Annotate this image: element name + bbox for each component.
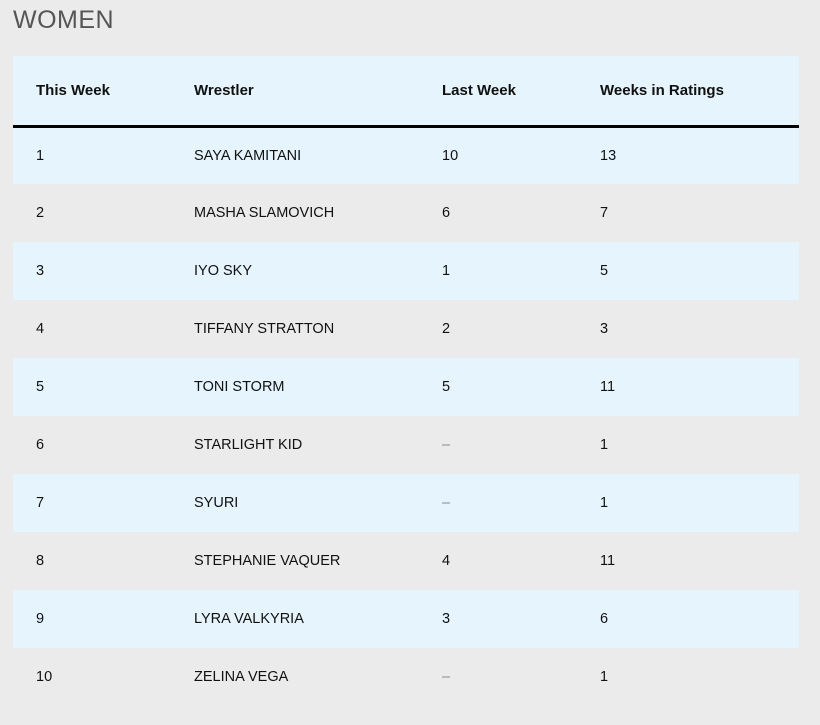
table-row: 4 TIFFANY STRATTON 2 3 [13, 300, 799, 358]
table-row: 8 STEPHANIE VAQUER 4 11 [13, 532, 799, 590]
cell-weeks-in-ratings: 13 [600, 147, 617, 164]
cell-wrestler: SYURI [194, 495, 239, 511]
cell-wrestler: IYO SKY [194, 263, 253, 279]
section-title: WOMEN [13, 6, 115, 34]
table-row: 10 ZELINA VEGA – 1 [13, 648, 799, 706]
cell-weeks-in-ratings: 7 [600, 205, 609, 221]
column-header-last-week: Last Week [419, 56, 577, 128]
cell-weeks-in-ratings: 5 [600, 263, 609, 279]
cell-this-week: 8 [36, 553, 45, 569]
table-row: 9 LYRA VALKYRIA 3 6 [13, 590, 799, 648]
cell-wrestler: STEPHANIE VAQUER [194, 553, 341, 569]
cell-weeks-in-ratings: 1 [600, 437, 609, 453]
cell-this-week: 6 [36, 437, 45, 453]
cell-wrestler: MASHA SLAMOVICH [194, 205, 335, 221]
rankings-table: This Week Wrestler Last Week Weeks in Ra… [13, 56, 799, 706]
cell-weeks-in-ratings: 1 [600, 495, 609, 511]
cell-this-week: 5 [36, 379, 45, 395]
column-header-weeks-in-ratings: Weeks in Ratings [577, 56, 799, 128]
column-header-this-week: This Week [13, 56, 171, 128]
cell-this-week: 4 [36, 321, 45, 337]
table-row: 5 TONI STORM 5 11 [13, 358, 799, 416]
cell-last-week: – [442, 495, 451, 511]
cell-last-week: – [442, 669, 451, 685]
cell-last-week: 5 [442, 379, 451, 395]
cell-last-week: 3 [442, 611, 451, 627]
cell-this-week: 7 [36, 495, 45, 511]
cell-wrestler: SAYA KAMITANI [194, 147, 302, 164]
table-row: 3 IYO SKY 1 5 [13, 242, 799, 300]
cell-last-week: 2 [442, 321, 451, 337]
cell-this-week: 9 [36, 611, 45, 627]
cell-last-week: 6 [442, 205, 451, 221]
table-row: 1 SAYA KAMITANI 10 13 [13, 126, 799, 184]
cell-weeks-in-ratings: 11 [600, 553, 616, 569]
table-row: 7 SYURI – 1 [13, 474, 799, 532]
cell-weeks-in-ratings: 1 [600, 669, 609, 685]
column-header-wrestler: Wrestler [171, 56, 419, 128]
cell-this-week: 3 [36, 263, 45, 279]
cell-this-week: 2 [36, 205, 45, 221]
cell-last-week: 10 [442, 147, 459, 164]
cell-this-week: 1 [36, 147, 45, 164]
cell-weeks-in-ratings: 3 [600, 321, 609, 337]
header-row: This Week Wrestler Last Week Weeks in Ra… [13, 56, 799, 128]
cell-weeks-in-ratings: 6 [600, 611, 609, 627]
cell-last-week: – [442, 437, 451, 453]
cell-wrestler: LYRA VALKYRIA [194, 611, 304, 627]
cell-last-week: 1 [442, 263, 451, 279]
cell-wrestler: TONI STORM [194, 379, 285, 395]
table-row: 2 MASHA SLAMOVICH 6 7 [13, 184, 799, 242]
cell-wrestler: ZELINA VEGA [194, 669, 289, 685]
table-header: This Week Wrestler Last Week Weeks in Ra… [13, 56, 799, 128]
cell-this-week: 10 [36, 669, 53, 685]
cell-wrestler: STARLIGHT KID [194, 437, 303, 453]
cell-weeks-in-ratings: 11 [600, 379, 616, 395]
table-body: 1 SAYA KAMITANI 10 13 2 MASHA SLAMOVICH … [13, 126, 799, 706]
cell-last-week: 4 [442, 553, 451, 569]
table-row: 6 STARLIGHT KID – 1 [13, 416, 799, 474]
cell-wrestler: TIFFANY STRATTON [194, 321, 335, 337]
